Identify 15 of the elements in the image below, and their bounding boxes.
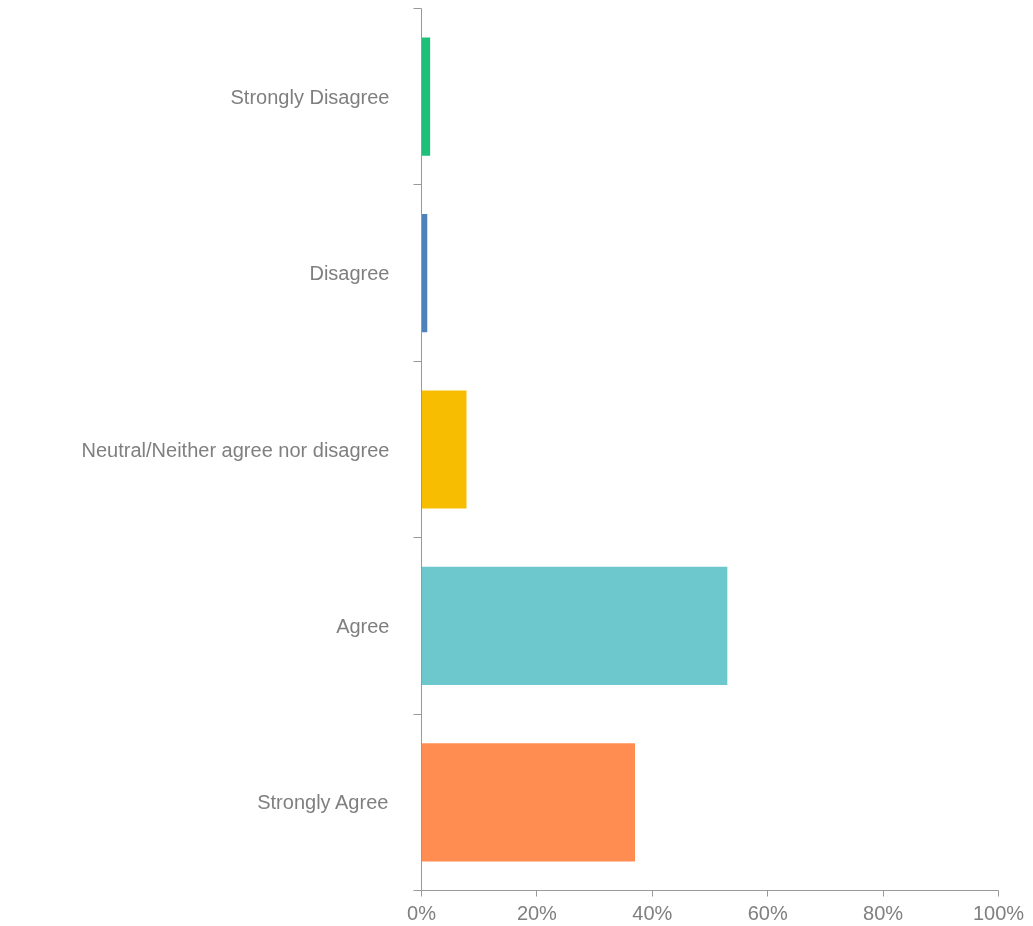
- y-tick-label: Neutral/Neither agree nor disagree: [81, 438, 390, 461]
- x-tick-label: 100%: [972, 901, 1025, 924]
- y-tick-label: Strongly Disagree: [230, 85, 390, 108]
- x-tick-label: 40%: [632, 901, 673, 924]
- x-tick-label: 20%: [516, 901, 558, 924]
- bar: [421, 743, 635, 862]
- x-tick-label: 0%: [407, 901, 437, 924]
- x-tick-label: 80%: [863, 901, 904, 924]
- bar: [421, 37, 431, 156]
- y-tick-label: Agree: [336, 614, 390, 637]
- x-tick-label: 60%: [747, 901, 788, 924]
- y-tick-label: Strongly Agree: [257, 791, 389, 814]
- y-tick-label: Disagree: [309, 262, 390, 285]
- bar: [421, 566, 728, 685]
- bar: [421, 390, 467, 509]
